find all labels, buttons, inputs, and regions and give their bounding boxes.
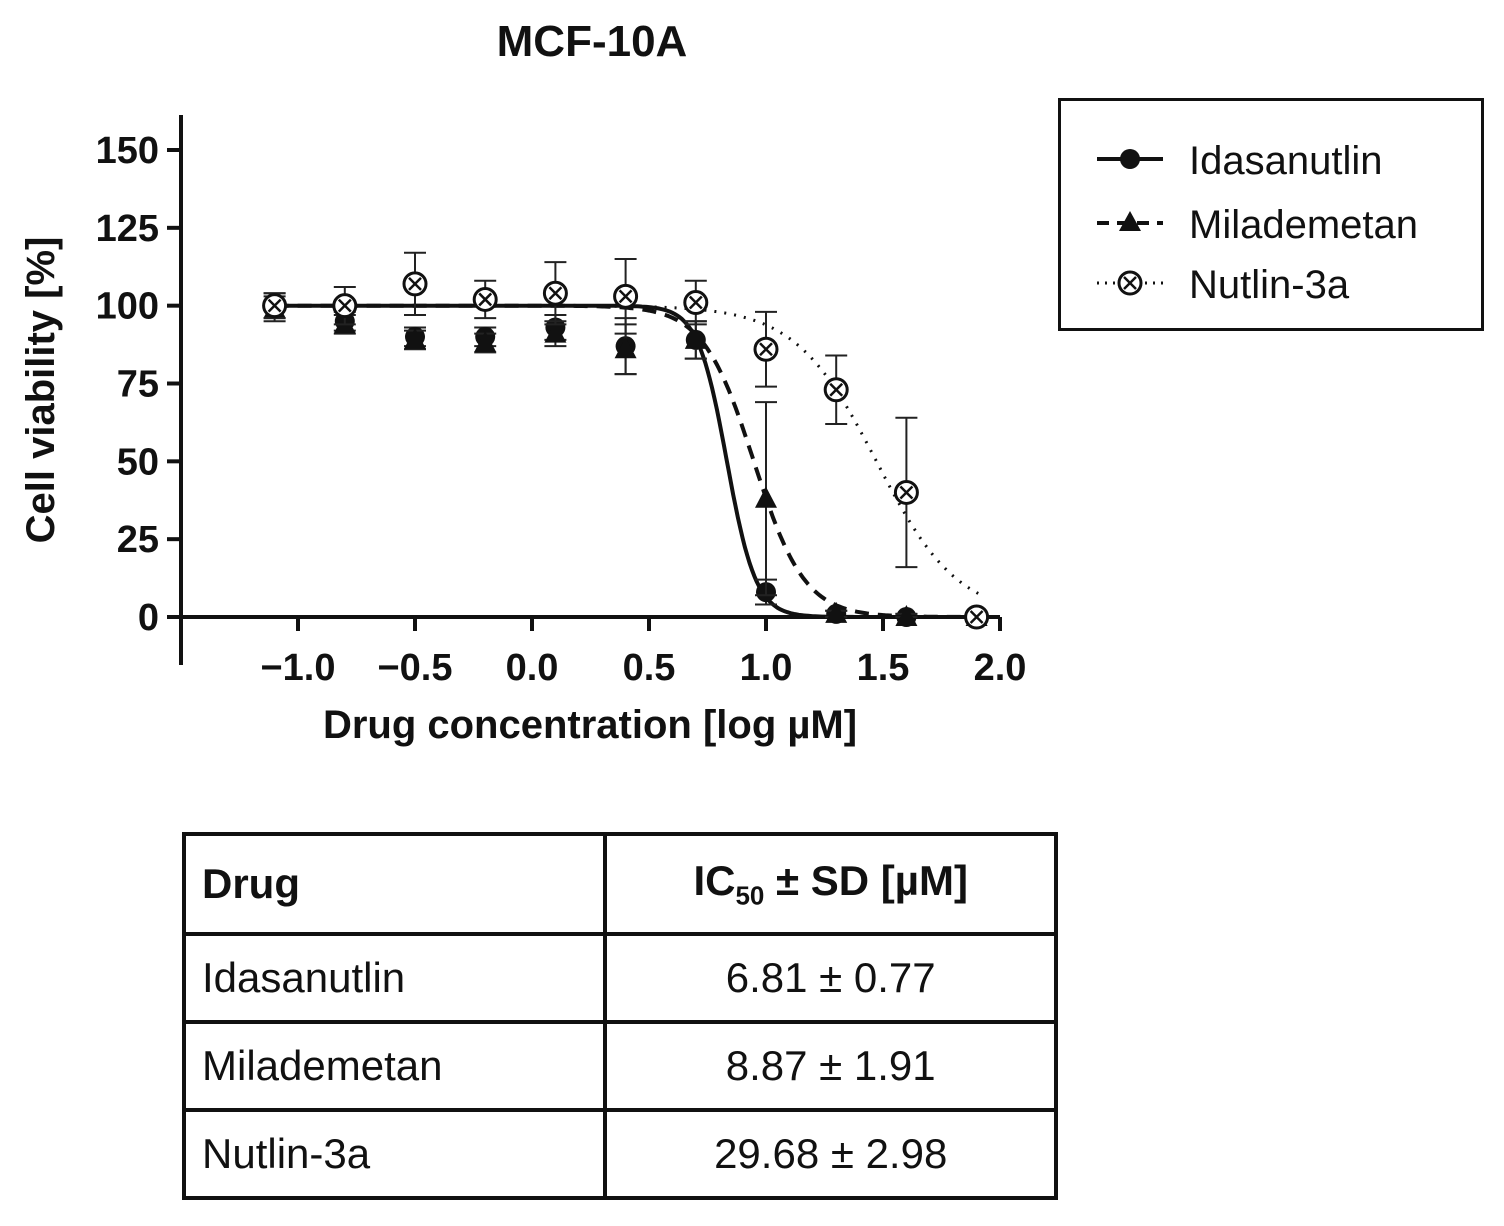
header-ic50-sub: 50: [735, 880, 765, 911]
y-tick-label: 125: [96, 208, 159, 250]
x-tick-label: 1.5: [857, 647, 910, 689]
table-row: Milademetan 8.87 ± 1.91: [181, 1020, 1058, 1112]
header-ic50-main: IC: [693, 856, 736, 904]
legend-marker-circle-icon: [1097, 149, 1163, 169]
header-ic50: IC50 ± SD [µM]: [603, 832, 1058, 936]
row-ic50-value: 29.68 ± 2.98: [603, 1108, 1058, 1200]
y-tick-label: 25: [117, 519, 159, 561]
data-point-milademetan: [544, 321, 567, 343]
legend-label-idasanutlin: Idasanutlin: [1189, 139, 1383, 183]
data-point-cross-nutlin-3a: [899, 485, 914, 500]
data-point-cross-nutlin-3a: [618, 289, 633, 304]
chart-plot: MCF-10A 0 25 50 75 100 125 150 −1.0 −0.5 0.0 0.5 1.…: [19, 17, 1027, 747]
legend-marker-circle-x-icon: [1097, 270, 1163, 296]
y-tick-label: 50: [117, 441, 159, 483]
row-ic50-value: 8.87 ± 1.91: [603, 1020, 1058, 1112]
row-drug-name: Idasanutlin: [181, 932, 608, 1024]
y-tick-label: 150: [96, 130, 159, 172]
header-ic50-rest: ± SD [µM]: [764, 856, 968, 904]
data-point-cross-nutlin-3a: [548, 286, 563, 301]
row-drug-name: Nutlin-3a: [181, 1108, 608, 1200]
header-drug: Drug: [181, 832, 608, 936]
data-points: [262, 251, 990, 630]
row-drug-name: Milademetan: [181, 1020, 608, 1112]
x-tick-label: 1.0: [740, 647, 793, 689]
y-tick-label: 75: [117, 364, 159, 406]
chart-title: MCF-10A: [497, 17, 688, 66]
data-point-milademetan: [614, 337, 637, 359]
x-tick-label: 2.0: [974, 647, 1027, 689]
data-point-cross-nutlin-3a: [337, 298, 352, 313]
legend-item-idasanutlin: Idasanutlin: [1061, 133, 1481, 183]
legend-label-milademetan: Milademetan: [1189, 203, 1419, 247]
row-ic50-value: 6.81 ± 0.77: [603, 932, 1058, 1024]
x-axis-label: Drug concentration [log µM]: [323, 703, 857, 747]
legend-item-milademetan: Milademetan: [1061, 197, 1481, 247]
data-point-milademetan: [755, 486, 777, 508]
data-point-cross-nutlin-3a: [408, 276, 422, 291]
data-point-cross-nutlin-3a: [829, 382, 844, 397]
table-header-row: Drug IC50 ± SD [µM]: [181, 832, 1058, 936]
x-tick-label: 0.0: [506, 647, 559, 689]
data-point-milademetan: [404, 327, 426, 349]
legend-item-nutlin-3a: Nutlin-3a: [1061, 257, 1481, 307]
x-tick-label: −1.0: [260, 647, 335, 689]
data-point-cross-nutlin-3a: [267, 298, 282, 313]
table-row: Nutlin-3a 29.68 ± 2.98: [181, 1108, 1058, 1200]
data-point-cross-nutlin-3a: [478, 292, 493, 307]
x-tick-label: −0.5: [377, 647, 452, 689]
legend: Idasanutlin Milademetan Nutlin-3a: [1058, 98, 1484, 331]
legend-marker-triangle-icon: [1097, 211, 1163, 231]
x-tick-label: 0.5: [623, 647, 676, 689]
data-point-cross-nutlin-3a: [969, 610, 984, 624]
axes: 0 25 50 75 100 125 150 −1.0 −0.5 0.0 0.5 1.0 1.5 2.0: [96, 115, 1027, 689]
data-point-milademetan: [474, 331, 497, 353]
table-row: Idasanutlin 6.81 ± 0.77: [181, 932, 1058, 1024]
data-point-milademetan: [895, 605, 918, 626]
data-point-cross-nutlin-3a: [688, 295, 703, 310]
fit-curve-nutlin-3a: [274, 304, 980, 596]
y-axis-label: Cell viability [%]: [19, 237, 63, 544]
data-point-milademetan: [684, 327, 707, 349]
y-tick-label: 100: [96, 286, 159, 328]
data-point-cross-nutlin-3a: [759, 342, 773, 357]
y-tick-label: 0: [138, 597, 159, 639]
data-point-milademetan: [825, 601, 848, 623]
legend-label-nutlin-3a: Nutlin-3a: [1189, 263, 1350, 307]
ic50-table: Drug IC50 ± SD [µM] Idasanutlin 6.81 ± 0…: [181, 832, 1058, 1200]
